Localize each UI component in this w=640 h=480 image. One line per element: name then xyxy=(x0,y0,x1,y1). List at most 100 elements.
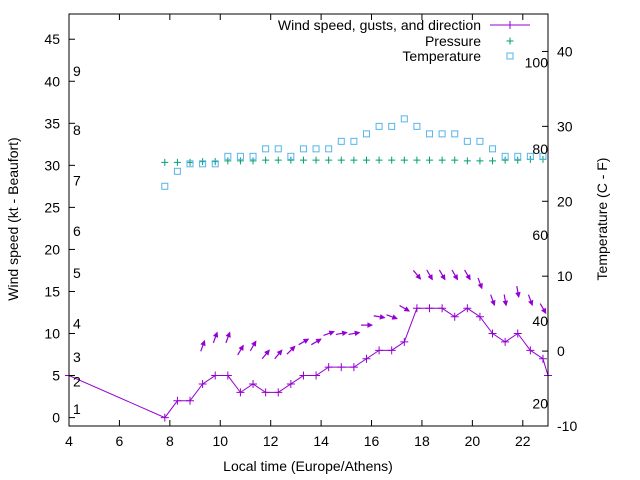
beaufort-label: 9 xyxy=(73,63,81,79)
pressure-point xyxy=(514,156,522,164)
gust-arrow xyxy=(249,340,257,352)
gust-arrow xyxy=(477,277,483,290)
y-tick-label: 10 xyxy=(44,326,60,342)
y-axis-label: Wind speed (kt - Beaufort) xyxy=(5,137,21,300)
y2-axis-label: Temperature (C - F) xyxy=(594,158,610,281)
x-tick-label: 10 xyxy=(212,433,228,449)
temperature-point xyxy=(438,130,446,138)
beaufort-label: 8 xyxy=(73,122,81,138)
gust-arrow xyxy=(348,330,361,337)
chart-marks xyxy=(65,115,552,422)
gust-arrow xyxy=(274,349,283,360)
wind-speed-point xyxy=(488,329,497,338)
temperature-point xyxy=(350,137,358,145)
wind-speed-point xyxy=(412,304,421,313)
gust-arrow-head xyxy=(238,344,244,351)
gust-arrow-head xyxy=(289,345,296,352)
y2-tick-label: 30 xyxy=(557,118,573,134)
wind-speed-point xyxy=(274,388,283,397)
gust-arrow-head xyxy=(427,274,433,281)
temperature-point xyxy=(426,130,434,138)
x-tick-label: 4 xyxy=(65,433,73,449)
gust-arrow xyxy=(399,305,411,312)
gust-arrow-head xyxy=(440,274,446,281)
gust-arrow-head xyxy=(212,331,219,338)
temperature-point xyxy=(489,145,497,153)
temperature-point xyxy=(161,182,169,190)
wind-speed-point xyxy=(450,312,459,321)
pressure-point xyxy=(249,157,257,165)
gust-arrow-head xyxy=(315,338,322,344)
y2-tick-label: 40 xyxy=(557,43,573,59)
x-tick-label: 18 xyxy=(414,433,430,449)
temperature-point xyxy=(413,122,421,130)
temperature-point xyxy=(236,152,244,160)
gust-arrow xyxy=(225,331,231,344)
temperature-point xyxy=(299,145,307,153)
wind-speed-point xyxy=(438,304,447,313)
wind-speed-point xyxy=(362,354,371,363)
fahrenheit-label: 80 xyxy=(532,141,548,157)
wind-speed-point xyxy=(501,337,510,346)
wind-speed-point xyxy=(236,388,245,397)
wind-speed-point xyxy=(538,354,547,363)
y-tick-label: 20 xyxy=(44,241,60,257)
gust-arrow-head xyxy=(452,274,459,281)
y2-tick-label: -10 xyxy=(557,418,577,434)
gust-arrow xyxy=(323,330,335,336)
pressure-point xyxy=(274,156,282,164)
wind-speed-point xyxy=(349,363,358,372)
pressure-point xyxy=(199,158,207,166)
wind-speed-point xyxy=(223,371,232,380)
beaufort-label: 4 xyxy=(73,315,81,331)
gust-arrow-head xyxy=(515,291,521,299)
wind-speed-point xyxy=(312,371,321,380)
temperature-point xyxy=(362,130,370,138)
temperature-point xyxy=(274,145,282,153)
temperature-point xyxy=(388,122,396,130)
gust-arrow xyxy=(426,269,433,281)
gust-arrow-head xyxy=(403,306,411,312)
gust-arrow-head xyxy=(367,322,374,328)
gust-arrow xyxy=(261,349,270,360)
wind-speed-point xyxy=(375,346,384,355)
x-tick-label: 6 xyxy=(116,433,124,449)
wind-speed-point xyxy=(299,371,308,380)
beaufort-label: 2 xyxy=(73,373,81,389)
wind-speed-point xyxy=(286,379,295,388)
gust-arrow-head xyxy=(391,314,398,320)
gust-arrow-head xyxy=(328,330,335,336)
gust-arrow xyxy=(464,269,471,281)
gust-arrow xyxy=(527,294,534,307)
temperature-point xyxy=(224,152,232,160)
wind-speed-point xyxy=(513,329,522,338)
wind-speed-point xyxy=(475,312,484,321)
y-tick-label: 40 xyxy=(44,73,60,89)
gust-arrow-head xyxy=(541,307,547,315)
beaufort-label: 7 xyxy=(73,172,81,188)
pressure-point xyxy=(350,156,358,164)
y-tick-label: 25 xyxy=(44,199,60,215)
temperature-point xyxy=(526,152,534,160)
temperature-point xyxy=(173,167,181,175)
wind-speed-point xyxy=(526,346,535,355)
wind-speed-point xyxy=(261,388,270,397)
gust-arrow-head xyxy=(465,274,471,281)
temperature-point xyxy=(337,137,345,145)
fahrenheit-label: 40 xyxy=(532,313,548,329)
x-axis-label: Local time (Europe/Athens) xyxy=(223,458,393,474)
temperature-point xyxy=(312,145,320,153)
wind-speed-point xyxy=(160,413,169,422)
gust-arrow xyxy=(515,285,521,299)
gust-arrow-head xyxy=(379,314,386,320)
y-tick-label: 45 xyxy=(44,31,60,47)
x-tick-label: 20 xyxy=(465,433,481,449)
gust-arrow xyxy=(451,269,459,281)
gust-arrow xyxy=(502,294,509,307)
plot-frame xyxy=(68,13,549,427)
pressure-point xyxy=(224,157,232,165)
legend-sample-pressure xyxy=(506,37,514,45)
pressure-point xyxy=(161,158,169,166)
beaufort-label: 3 xyxy=(73,349,81,365)
